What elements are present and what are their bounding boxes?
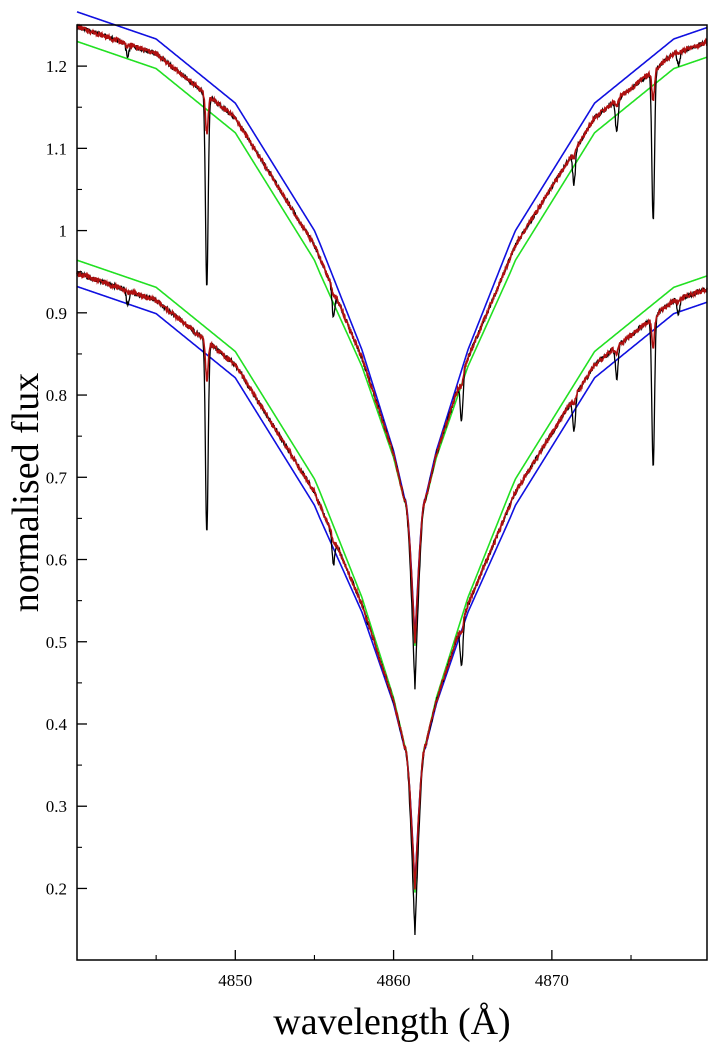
y-tick-label: 0.8 bbox=[46, 386, 67, 405]
lower-observed-line bbox=[76, 270, 708, 936]
plot-frame bbox=[76, 24, 708, 961]
y-tick-label: 0.4 bbox=[46, 715, 68, 734]
spectral-lines bbox=[76, 11, 708, 936]
y-tick-label: 1 bbox=[59, 222, 68, 241]
lower-model-red-line bbox=[76, 269, 708, 890]
x-tick-label: 4870 bbox=[535, 971, 569, 990]
upper-model-green-line bbox=[76, 40, 708, 646]
lower-model-blue-line bbox=[76, 285, 708, 886]
lower-model-green-line bbox=[76, 259, 708, 893]
axis-ticks: 0.2 0.3 0.4 0.5 0.6 0.7 0.8 0.9 1 1.1 1.2 4850 4860 4… bbox=[46, 24, 632, 990]
y-axis-label: normalised flux bbox=[5, 373, 47, 613]
x-tick-label: 4860 bbox=[377, 971, 411, 990]
y-tick-label: 0.3 bbox=[46, 797, 67, 816]
x-tick-label: 4850 bbox=[218, 971, 252, 990]
upper-model-red-line bbox=[76, 23, 708, 644]
y-tick-label: 1.2 bbox=[46, 57, 67, 76]
upper-observed-line bbox=[76, 23, 708, 690]
y-tick-label: 0.6 bbox=[46, 551, 67, 570]
y-tick-label: 0.2 bbox=[46, 879, 67, 898]
y-tick-label: 0.5 bbox=[46, 633, 67, 652]
y-tick-label: 0.9 bbox=[46, 304, 67, 323]
y-tick-label: 0.7 bbox=[46, 468, 68, 487]
x-axis-label: wavelength (Å) bbox=[273, 1001, 510, 1043]
y-tick-label: 1.1 bbox=[46, 139, 67, 158]
